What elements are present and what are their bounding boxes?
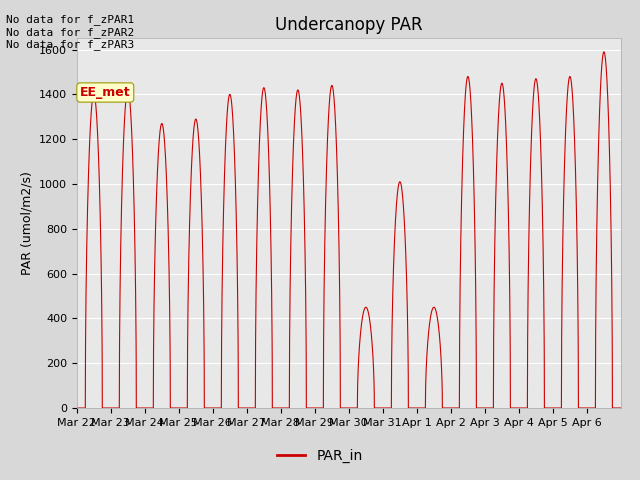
Legend: PAR_in: PAR_in: [272, 443, 368, 468]
Text: EE_met: EE_met: [80, 86, 131, 99]
Y-axis label: PAR (umol/m2/s): PAR (umol/m2/s): [20, 171, 33, 275]
Text: No data for f_zPAR1
No data for f_zPAR2
No data for f_zPAR3: No data for f_zPAR1 No data for f_zPAR2 …: [6, 14, 134, 50]
Title: Undercanopy PAR: Undercanopy PAR: [275, 16, 422, 34]
